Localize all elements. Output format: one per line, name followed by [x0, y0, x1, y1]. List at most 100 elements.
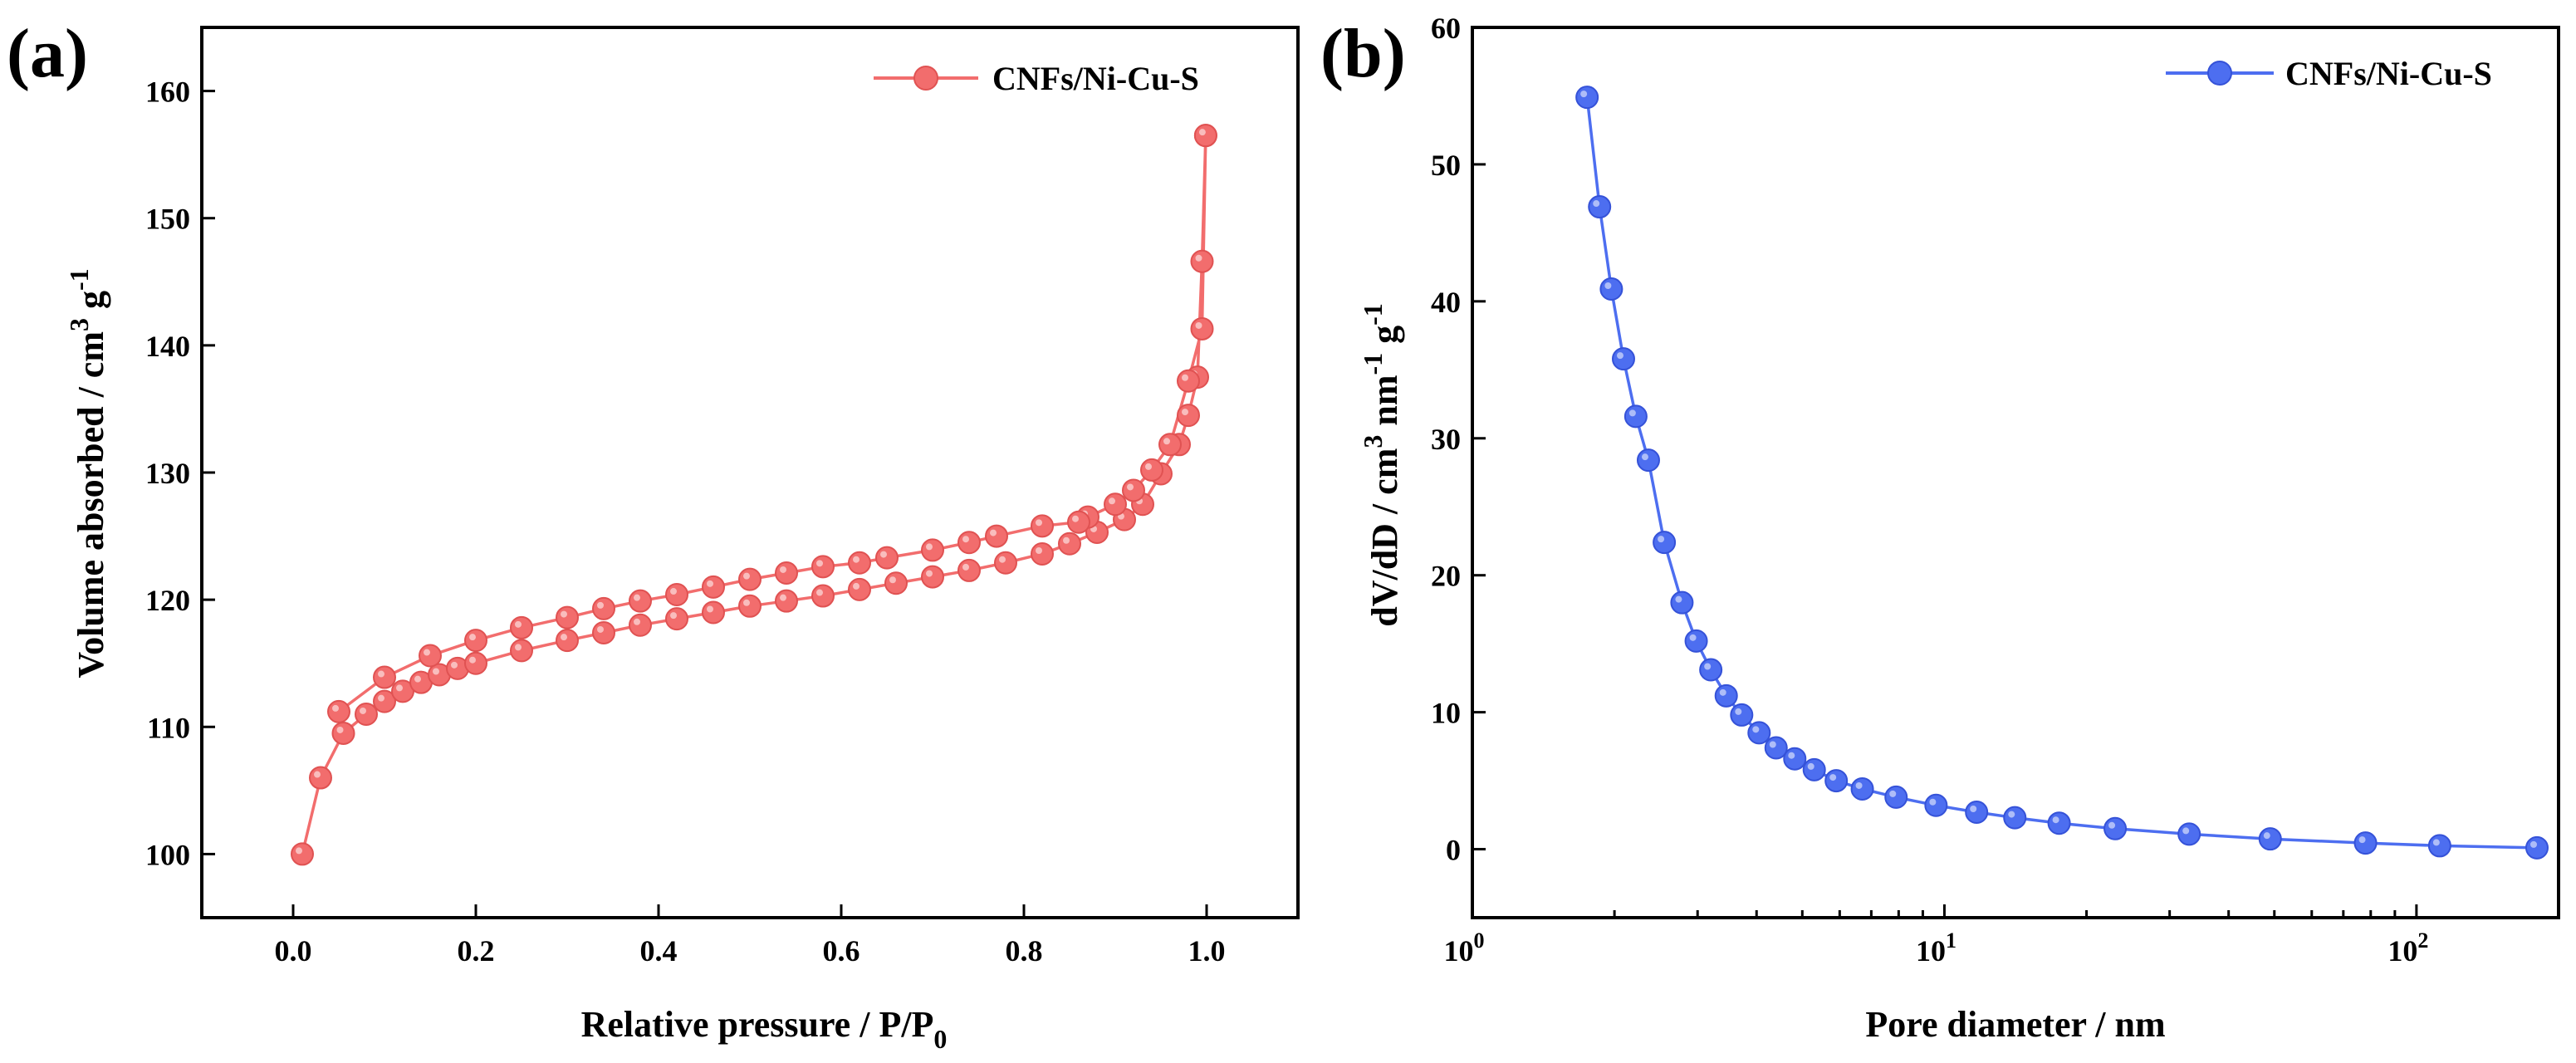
- data-point-highlight: [296, 847, 302, 855]
- panel-label-a: (a): [7, 15, 88, 92]
- data-point-highlight: [999, 556, 1006, 563]
- data-point-highlight: [1704, 663, 1712, 670]
- data-point: [1730, 703, 1754, 727]
- data-point: [1067, 510, 1090, 534]
- data-point: [1599, 277, 1623, 301]
- y-tick-label: 60: [1431, 12, 1461, 45]
- data-point-highlight: [1036, 547, 1042, 555]
- data-point: [1177, 369, 1200, 393]
- data-point: [1031, 542, 1054, 566]
- data-point: [1636, 448, 1660, 473]
- data-point: [419, 644, 442, 668]
- series-a: [291, 124, 1217, 866]
- data-point-highlight: [1641, 453, 1648, 461]
- data-point-highlight: [743, 572, 750, 580]
- legend-label-b: CNFs/Ni-Cu-S: [2285, 55, 2492, 92]
- data-point-highlight: [1072, 515, 1079, 522]
- data-point-highlight: [1195, 321, 1202, 329]
- data-point: [2427, 834, 2451, 858]
- y-tick-label: 160: [145, 76, 190, 109]
- data-point: [1177, 404, 1200, 428]
- data-point-highlight: [561, 610, 567, 618]
- data-point: [957, 558, 981, 582]
- data-point-highlight: [1593, 200, 1600, 208]
- data-point: [464, 629, 487, 653]
- data-point-highlight: [1036, 519, 1042, 527]
- y-tick-label: 130: [145, 457, 190, 490]
- data-point-highlight: [469, 634, 476, 641]
- data-point-highlight: [597, 601, 604, 609]
- data-point-highlight: [2052, 816, 2059, 824]
- data-point: [1623, 404, 1648, 429]
- x-tick-label: 101: [1916, 928, 1956, 967]
- data-point: [775, 589, 798, 613]
- data-point: [1714, 683, 1738, 708]
- data-point: [309, 766, 332, 790]
- data-point: [1575, 86, 1599, 110]
- data-point-highlight: [378, 694, 384, 702]
- x-tick-label: 100: [1444, 928, 1485, 967]
- data-point-highlight: [1735, 708, 1742, 715]
- data-point-highlight: [1855, 781, 1863, 789]
- data-point-highlight: [451, 661, 458, 669]
- data-point-highlight: [1929, 798, 1937, 806]
- data-point-highlight: [816, 589, 823, 596]
- data-point-highlight: [707, 580, 713, 587]
- data-point: [985, 524, 1008, 548]
- data-point: [1588, 195, 1612, 219]
- x-tick-label: 0.6: [823, 934, 860, 967]
- y-axis-ticks-a: 100 110 120 130 140 150 160: [145, 76, 215, 871]
- data-point-highlight: [1889, 790, 1897, 797]
- data-point: [2525, 835, 2549, 860]
- data-point-highlight: [2529, 840, 2537, 848]
- data-point: [1884, 785, 1908, 809]
- data-point-highlight: [1769, 741, 1776, 748]
- panel-a-isotherm-chart: (a) 0.0 0.2 0.4 0.6 0.8 1.0 100 110 120 130 140 15…: [7, 15, 1300, 1054]
- data-point-highlight: [2108, 821, 2116, 829]
- data-point-highlight: [1788, 752, 1795, 759]
- data-point-highlight: [378, 670, 384, 678]
- x-axis-ticks-b: 100 101 102: [1444, 904, 2560, 967]
- data-point-highlight: [1195, 254, 1202, 262]
- data-point-highlight: [990, 529, 997, 536]
- data-point-highlight: [1689, 634, 1697, 641]
- data-point-highlight: [2358, 836, 2366, 844]
- x-tick-label: 0.0: [275, 934, 312, 967]
- data-point-highlight: [1109, 497, 1115, 505]
- data-point-highlight: [1145, 463, 1152, 470]
- data-point-highlight: [1658, 536, 1665, 543]
- data-point: [875, 546, 899, 570]
- data-point-highlight: [2263, 832, 2270, 840]
- data-point-highlight: [780, 566, 786, 573]
- y-tick-label: 0: [1446, 834, 1461, 867]
- data-point-highlight: [1616, 352, 1623, 360]
- y-tick-label: 140: [145, 330, 190, 363]
- data-point-highlight: [1163, 438, 1170, 445]
- data-point-highlight: [1580, 91, 1588, 98]
- data-point-highlight: [816, 560, 823, 567]
- data-point-highlight: [1182, 374, 1188, 381]
- legend-a: CNFs/Ni-Cu-S: [874, 60, 1199, 97]
- data-point-highlight: [853, 582, 859, 590]
- data-point: [510, 615, 533, 639]
- data-point-highlight: [1970, 806, 1977, 813]
- data-point: [464, 651, 487, 675]
- data-point: [775, 561, 798, 585]
- data-point: [355, 702, 378, 726]
- data-point: [1058, 532, 1081, 556]
- x-axis-ticks-a: 0.0 0.2 0.4 0.6 0.8 1.0: [275, 904, 1226, 967]
- data-point: [1653, 531, 1677, 555]
- data-point: [629, 589, 652, 613]
- data-point: [1140, 458, 1163, 482]
- data-point-highlight: [2182, 827, 2190, 835]
- data-point: [1104, 492, 1127, 517]
- y-tick-label: 100: [145, 838, 190, 871]
- data-point: [1611, 347, 1635, 371]
- data-point: [884, 571, 908, 595]
- data-point: [1193, 124, 1217, 148]
- data-point: [291, 842, 314, 866]
- data-point: [1670, 590, 1694, 615]
- series-line-adsorption: [301, 135, 1207, 855]
- data-point: [1190, 316, 1214, 340]
- data-point-highlight: [360, 707, 366, 714]
